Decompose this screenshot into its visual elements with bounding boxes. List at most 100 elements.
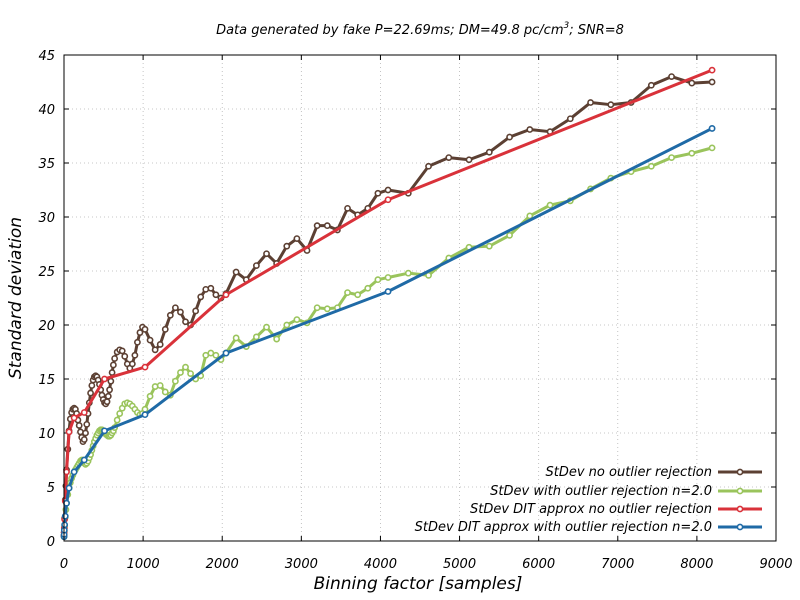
- legend-label: StDev DIT approx with outlier rejection …: [415, 520, 712, 535]
- data-point: [63, 499, 70, 507]
- legend-item: StDev no outlier rejection: [546, 465, 762, 480]
- data-point: [465, 156, 473, 164]
- data-point: [384, 186, 392, 194]
- legend: StDev no outlier rejection StDev with out…: [415, 465, 762, 535]
- legend-label: StDev with outlier rejection n=2.0: [490, 484, 712, 499]
- x-axis-label: Binning factor [samples]: [314, 574, 523, 594]
- legend-marker: [736, 505, 744, 513]
- data-point: [485, 242, 493, 250]
- data-point: [156, 341, 164, 348]
- data-point: [273, 335, 281, 343]
- data-point: [688, 149, 696, 157]
- data-point: [323, 305, 331, 313]
- data-point: [136, 329, 144, 336]
- x-tick-labels: 0 1000 2000 3000 4000 5000 6000 7000 8000 9000: [60, 557, 793, 572]
- x-tick-label: 6000: [522, 557, 555, 572]
- data-point: [146, 336, 154, 344]
- chart-title-main: Data generated by fake P=22.69ms; DM=49.…: [216, 23, 563, 38]
- y-tick-label: 35: [38, 157, 55, 172]
- data-point: [113, 416, 121, 424]
- data-point: [65, 484, 73, 492]
- data-point: [263, 323, 270, 331]
- data-point: [75, 422, 83, 429]
- data-point: [708, 125, 716, 132]
- data-point: [182, 363, 189, 371]
- legend-label: StDev no outlier rejection: [546, 465, 713, 480]
- y-tick-label: 40: [38, 103, 55, 118]
- data-point: [708, 66, 716, 74]
- data-point: [106, 386, 113, 394]
- legend-marker: [736, 468, 744, 476]
- data-point: [61, 521, 69, 529]
- data-point: [134, 338, 141, 346]
- data-point: [607, 101, 615, 109]
- data-point: [182, 318, 189, 326]
- y-tick-label: 30: [38, 211, 55, 226]
- y-axis-label: Standard deviation: [6, 217, 26, 379]
- x-tick-label: 1000: [127, 557, 160, 572]
- data-point: [647, 162, 655, 170]
- data-point: [83, 420, 91, 428]
- data-point: [187, 370, 194, 377]
- plot-frame: [63, 54, 777, 542]
- y-tick-label: 10: [38, 427, 55, 442]
- data-point: [668, 73, 675, 80]
- data-point: [222, 291, 230, 299]
- data-point: [101, 427, 108, 435]
- chart-title-tail: ; SNR=8: [569, 23, 624, 38]
- data-point: [384, 288, 392, 295]
- data-point: [104, 392, 112, 400]
- data-point: [82, 429, 89, 437]
- y-tick-label: 5: [47, 481, 55, 496]
- data-point: [192, 307, 200, 315]
- y-tick-label: 0: [47, 535, 55, 550]
- data-point: [121, 352, 129, 360]
- x-tick-label: 4000: [364, 557, 397, 572]
- data-point: [354, 291, 362, 299]
- data-point: [141, 325, 149, 333]
- data-point: [111, 355, 119, 362]
- series-layer: [60, 66, 716, 541]
- data-point: [506, 133, 513, 141]
- legend-marker: [736, 523, 744, 531]
- data-point: [171, 377, 179, 385]
- chart-title: Data generated by fake P=22.69ms; DM=49.…: [216, 21, 624, 38]
- data-point: [177, 369, 184, 376]
- data-point: [222, 349, 230, 357]
- legend-marker: [736, 487, 744, 495]
- data-point: [212, 351, 220, 359]
- data-point: [166, 311, 174, 319]
- chart-title-superscript: 3: [564, 21, 570, 31]
- data-point: [587, 99, 594, 106]
- data-point: [151, 346, 159, 354]
- data-point: [404, 269, 412, 277]
- data-point: [61, 512, 69, 520]
- data-point: [80, 409, 88, 416]
- data-point: [80, 456, 88, 464]
- data-point: [156, 382, 164, 389]
- data-point: [293, 316, 301, 323]
- data-point: [232, 268, 240, 276]
- data-point: [70, 468, 78, 476]
- data-point: [212, 291, 220, 299]
- data-point: [313, 222, 321, 230]
- data-point: [70, 414, 78, 422]
- data-point: [128, 360, 136, 368]
- data-point: [80, 436, 88, 443]
- data-point: [323, 222, 331, 230]
- data-point: [425, 162, 432, 170]
- data-point: [118, 347, 126, 355]
- legend-item: StDev with outlier rejection n=2.0: [490, 484, 762, 499]
- data-point: [293, 235, 301, 242]
- data-point: [109, 361, 117, 369]
- data-point: [708, 144, 716, 152]
- data-point: [108, 369, 116, 376]
- data-point: [384, 196, 392, 204]
- data-point: [103, 398, 111, 406]
- data-point: [131, 351, 139, 359]
- data-point: [252, 333, 260, 341]
- data-point: [364, 284, 372, 292]
- x-tick-label: 9000: [759, 557, 792, 572]
- data-point: [107, 377, 115, 385]
